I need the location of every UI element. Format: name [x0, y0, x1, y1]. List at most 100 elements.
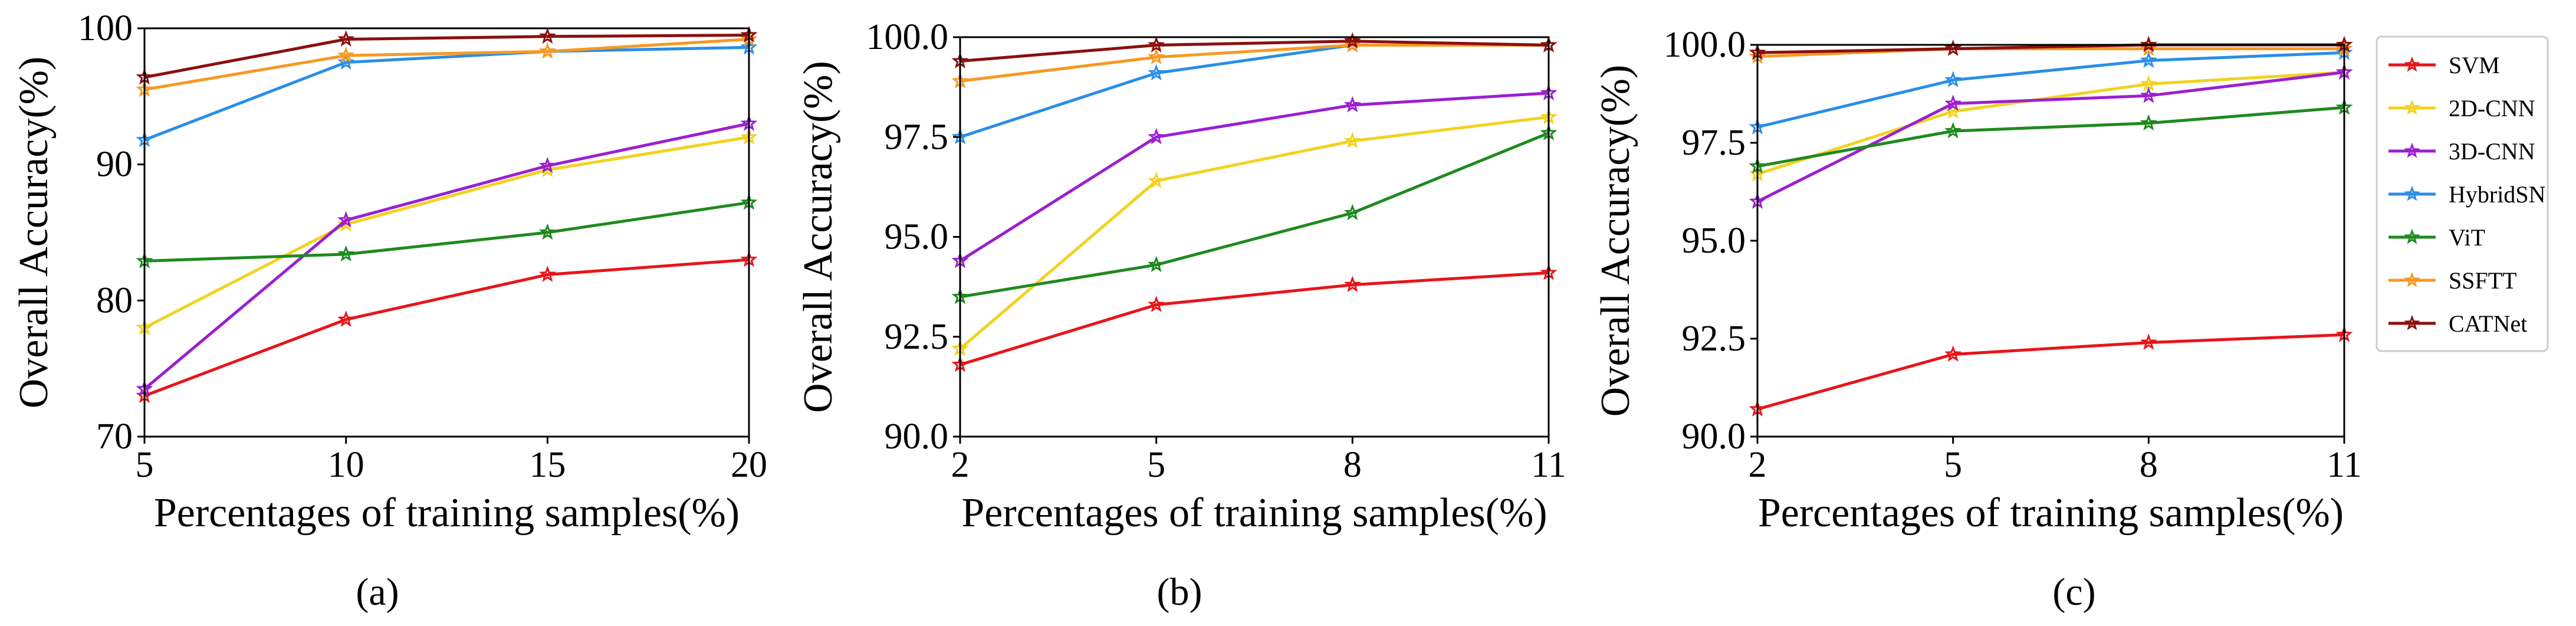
- panel-a-x-axis-title: Percentages of training samples(%): [154, 490, 740, 536]
- panel-b-x-tick-label: 11: [1531, 445, 1566, 485]
- panel-b-line-svm: [960, 271, 1549, 366]
- panel-a-y-tick-label: 70: [96, 417, 133, 457]
- panel-c-point-hybridsn: [1944, 71, 1962, 88]
- panel-a-point-ssftt: [538, 42, 556, 59]
- panel-a-line-ssftt: [144, 38, 750, 91]
- panel-c-y-tick-label: 97.5: [1682, 123, 1746, 163]
- legend-marker-3d-cnn: [2404, 142, 2420, 158]
- panel-c-point-svm: [1944, 345, 1962, 362]
- panel-b-point-svm: [1148, 296, 1165, 312]
- panel-a-point-svm: [538, 266, 556, 282]
- panel-a-caption: (a): [356, 571, 399, 614]
- panel-a-point-ssftt: [337, 46, 355, 63]
- panel-c-y-tick-label: 90.0: [1682, 417, 1746, 457]
- panel-c-line-ssftt: [1757, 47, 2344, 58]
- panel-a-x-tick-label: 5: [136, 445, 154, 485]
- panel-c-point-catnet: [2140, 35, 2157, 53]
- panel-c-caption: (c): [2052, 571, 2095, 614]
- panel-c-point-3d-cnn: [1944, 94, 1962, 111]
- panel-b-line-2d-cnn: [959, 115, 1549, 350]
- panel-a-y-tick-label: 100: [78, 8, 133, 48]
- panel-c-y-axis-title: Overall Accuracy(%): [1593, 65, 1638, 417]
- panel-b-point-hybridsn: [1148, 64, 1165, 81]
- panel-a-line-3d-cnn: [143, 122, 750, 391]
- panel-c-frame: [1756, 44, 2345, 438]
- panel-c-point-3d-cnn: [2140, 86, 2157, 103]
- legend-marker-catnet: [2404, 314, 2420, 330]
- panel-b-y-tick-label: 92.5: [885, 317, 949, 357]
- legend-marker-vit: [2404, 228, 2420, 244]
- panel-b-point-3d-cnn: [1343, 96, 1361, 113]
- panel-b-point-2d-cnn: [1148, 172, 1165, 189]
- legend-marker-2d-cnn: [2404, 99, 2420, 115]
- panel-a-line-vit: [144, 201, 750, 263]
- panel-b-y-tick-label: 100.0: [866, 17, 949, 57]
- panel-b-caption: (b): [1157, 571, 1202, 614]
- panel-b-point-catnet: [1148, 36, 1165, 53]
- panel-c-x-tick-label: 2: [1749, 445, 1767, 485]
- legend-label-hybridsn: HybridSN: [2449, 181, 2545, 208]
- panel-b-line-catnet: [960, 40, 1549, 63]
- panel-a-x-tick-label: 10: [328, 445, 364, 485]
- panel-a-y-tick-label: 80: [96, 280, 133, 320]
- panel-c-point-catnet: [1944, 40, 1962, 56]
- panel-a-point-catnet: [337, 30, 355, 47]
- panel-a-line-2d-cnn: [143, 136, 750, 329]
- panel-b-y-tick-label: 97.5: [885, 117, 949, 157]
- legend-marker-ssftt: [2404, 271, 2420, 287]
- panel-b-x-axis-title: Percentages of training samples(%): [961, 490, 1547, 536]
- panel-b-point-2d-cnn: [1343, 132, 1361, 149]
- panel-a-point-3d-cnn: [337, 211, 355, 228]
- panel-c-line-2d-cnn: [1757, 71, 2345, 176]
- panel-c-point-vit: [2140, 114, 2157, 131]
- panel-a-point-vit: [337, 245, 355, 262]
- panel-b-point-3d-cnn: [1148, 128, 1165, 145]
- panel-b-point-ssftt: [1148, 48, 1165, 65]
- panel-b-line-3d-cnn: [959, 91, 1549, 263]
- panel-b-y-axis-title: Overall Accuracy(%): [796, 61, 841, 413]
- panel-a-line-svm: [144, 258, 750, 398]
- legend-label-3d-cnn: 3D-CNN: [2449, 138, 2535, 165]
- panel-b-point-catnet: [1343, 32, 1361, 49]
- panel-b-x-tick-label: 8: [1343, 445, 1362, 485]
- panel-c-line-svm: [1757, 333, 2345, 411]
- panel-c-x-tick-label: 5: [1944, 445, 1962, 485]
- panel-c-x-axis-title: Percentages of training samples(%): [1758, 490, 2344, 536]
- panel-a-point-3d-cnn: [538, 156, 556, 173]
- panel-b-line-ssftt: [960, 44, 1549, 83]
- panel-a-y-axis-title: Overall Accuracy(%): [11, 57, 57, 409]
- legend-marker-svm: [2404, 56, 2420, 72]
- panel-a-point-vit: [538, 223, 556, 240]
- panel-b-line-vit: [960, 132, 1549, 299]
- panel-a-frame: [143, 27, 750, 438]
- legend-label-ssftt: SSFTT: [2449, 267, 2517, 294]
- panel-a-line-catnet: [144, 34, 750, 79]
- legend-label-catnet: CATNet: [2449, 310, 2527, 337]
- legend-label-vit: ViT: [2449, 224, 2485, 251]
- panel-b-point-vit: [1343, 204, 1361, 221]
- panel-b-x-tick-label: 2: [951, 445, 970, 485]
- panel-a-line-hybridsn: [144, 45, 750, 142]
- panel-b-y-tick-label: 95.0: [885, 217, 949, 257]
- panel-a-x-tick-label: 15: [529, 445, 566, 485]
- panel-c-line-vit: [1757, 106, 2345, 168]
- legend-box: [2375, 35, 2549, 352]
- panel-c-y-tick-label: 95.0: [1682, 221, 1746, 261]
- panel-c-point-svm: [2140, 333, 2157, 350]
- panel-b-line-hybridsn: [960, 44, 1549, 139]
- panel-b-point-ssftt: [1343, 36, 1361, 53]
- panel-b-point-svm: [1343, 276, 1361, 293]
- panel-c-point-vit: [1944, 122, 1962, 139]
- panel-a-y-tick-label: 90: [96, 145, 133, 185]
- legend-label-2d-cnn: 2D-CNN: [2449, 95, 2535, 122]
- panel-c-x-tick-label: 11: [2327, 445, 2362, 485]
- panel-b-point-vit: [1148, 255, 1165, 273]
- panel-c-line-hybridsn: [1757, 51, 2345, 129]
- legend-label-svm: SVM: [2449, 52, 2500, 78]
- panel-c-point-ssftt: [2140, 40, 2157, 56]
- panel-c-y-tick-label: 100.0: [1664, 25, 1746, 65]
- legend-marker-hybridsn: [2404, 185, 2420, 201]
- panel-b-y-tick-label: 90.0: [885, 417, 949, 457]
- panel-c-point-hybridsn: [2140, 51, 2157, 68]
